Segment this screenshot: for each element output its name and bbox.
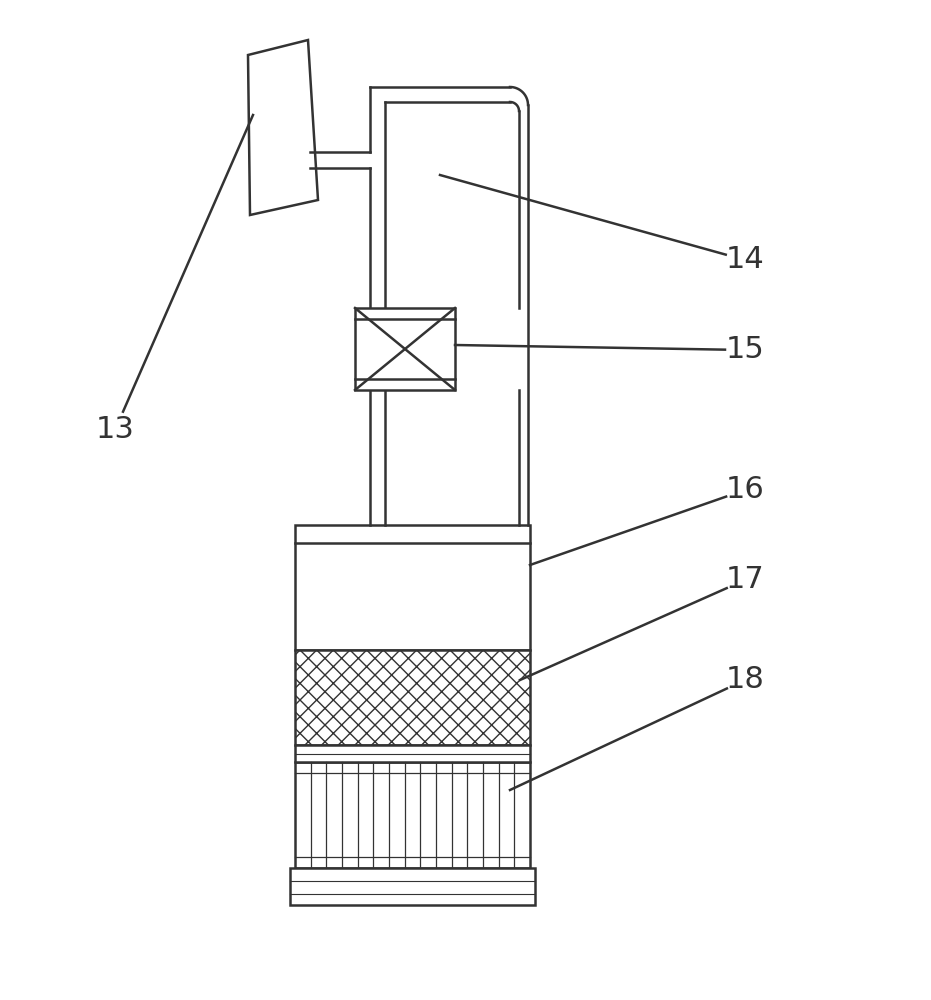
Polygon shape bbox=[295, 525, 530, 650]
Text: 15: 15 bbox=[725, 336, 764, 364]
Text: 18: 18 bbox=[725, 666, 764, 694]
Text: 17: 17 bbox=[725, 566, 764, 594]
Polygon shape bbox=[290, 868, 535, 905]
Text: 13: 13 bbox=[96, 416, 134, 444]
Text: 16: 16 bbox=[725, 476, 764, 504]
Text: 14: 14 bbox=[725, 245, 764, 274]
Polygon shape bbox=[295, 762, 530, 868]
Polygon shape bbox=[295, 745, 530, 762]
Bar bbox=[295, 650, 530, 745]
Polygon shape bbox=[248, 40, 318, 215]
Polygon shape bbox=[355, 308, 455, 390]
